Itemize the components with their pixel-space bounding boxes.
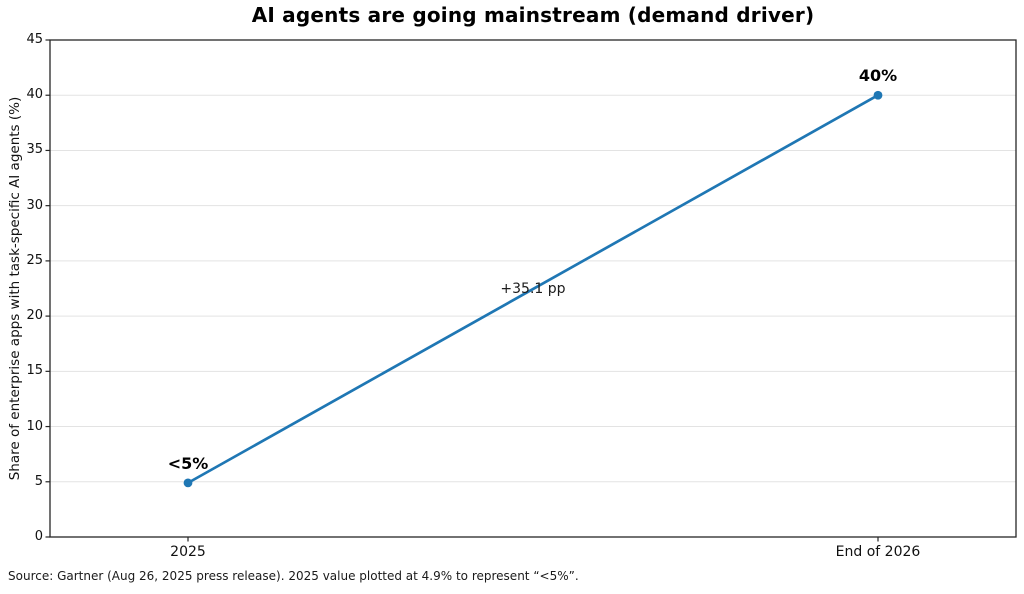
y-tick-label: 5	[34, 473, 43, 489]
delta-annotation: +35.1 pp	[500, 281, 566, 298]
y-tick-label: 45	[26, 32, 43, 47]
x-tick-label: End of 2026	[835, 544, 921, 560]
y-tick-label: 25	[26, 252, 43, 268]
y-tick-label: 15	[26, 363, 43, 379]
data-point-label-2025: <5%	[167, 453, 209, 473]
y-tick-label: 30	[26, 197, 43, 213]
data-point-label-end-2026: 40%	[858, 66, 898, 86]
y-tick-label: 20	[26, 308, 43, 324]
y-tick-label: 40	[26, 87, 43, 103]
trend-line	[187, 94, 879, 485]
y-tick-label: 10	[26, 418, 43, 434]
y-tick-label: 0	[34, 529, 43, 544]
x-tick-label: 2025	[170, 544, 206, 560]
data-point-marker	[183, 478, 193, 488]
data-point-marker	[873, 90, 883, 100]
chart-title: AI agents are going mainstream (demand d…	[251, 3, 815, 27]
source-note: Source: Gartner (Aug 26, 2025 press rele…	[8, 569, 579, 583]
plot-border	[49, 39, 1017, 538]
y-tick-label: 35	[26, 142, 43, 158]
